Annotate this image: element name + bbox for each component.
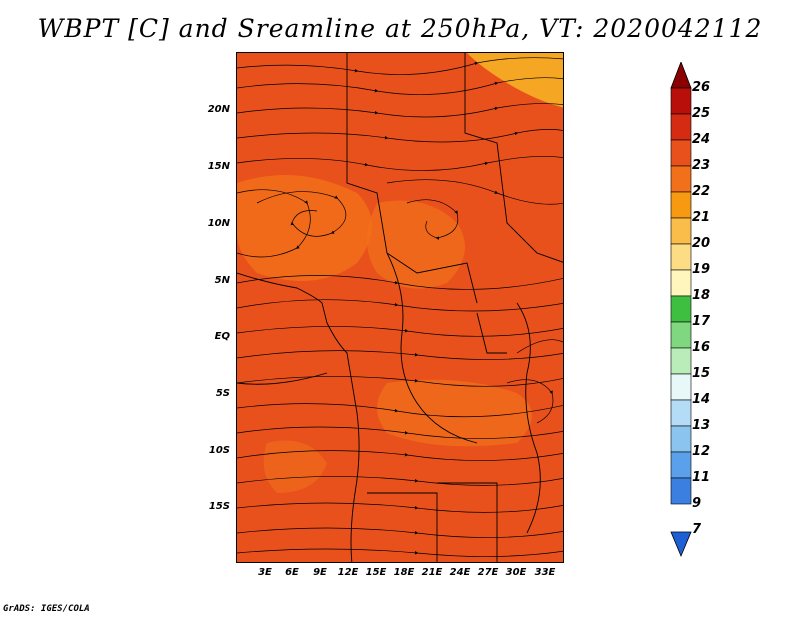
colorbar-swatch <box>670 269 692 297</box>
colorbar-label: 7 <box>692 522 702 537</box>
colorbar-label: 26 <box>692 80 711 95</box>
colorbar-label: 15 <box>692 366 711 381</box>
colorbar-swatch <box>670 113 692 141</box>
colorbar-swatch <box>670 373 692 401</box>
colorbar <box>670 60 692 562</box>
colorbar-swatches <box>670 60 692 558</box>
lon-label: 33E <box>534 567 556 578</box>
colorbar-label: 25 <box>692 106 711 121</box>
lon-label: 9E <box>313 567 327 578</box>
colorbar-min-arrow <box>670 531 692 558</box>
lon-label: 30E <box>505 567 527 578</box>
lon-label: 15E <box>365 567 387 578</box>
colorbar-swatch <box>670 399 692 427</box>
colorbar-swatch <box>670 191 692 219</box>
lat-label: 5S <box>215 388 230 399</box>
colorbar-label: 18 <box>692 288 711 303</box>
colorbar-swatch <box>670 451 692 479</box>
colorbar-label: 14 <box>692 392 711 407</box>
lat-label: EQ <box>214 331 230 342</box>
colorbar-label: 23 <box>692 158 711 173</box>
colorbar-label: 22 <box>692 184 711 199</box>
grads-credit: GrADS: IGES/COLA <box>3 604 90 614</box>
colorbar-max-arrow <box>670 60 692 89</box>
colorbar-swatch <box>670 321 692 349</box>
colorbar-swatch <box>670 477 692 505</box>
map-title: WBPT [C] and Sreamline at 250hPa, VT: 20… <box>37 14 763 43</box>
colorbar-swatch <box>670 165 692 193</box>
lon-label: 21E <box>421 567 443 578</box>
colorbar-label: 20 <box>692 236 711 251</box>
colorbar-label: 17 <box>692 314 711 329</box>
shading-patch-sw <box>263 440 327 493</box>
map-panel <box>236 52 564 563</box>
lat-label: 15S <box>208 501 230 512</box>
lon-label: 24E <box>449 567 471 578</box>
colorbar-label: 13 <box>692 418 711 433</box>
shading-patch-south <box>377 379 532 447</box>
lat-label: 20N <box>207 104 230 115</box>
country-borders <box>237 53 563 562</box>
colorbar-label: 11 <box>692 470 711 485</box>
lon-label: 27E <box>477 567 499 578</box>
colorbar-swatch <box>670 243 692 271</box>
lat-label: 10N <box>207 218 230 229</box>
lat-label: 10S <box>208 445 230 456</box>
colorbar-label: 16 <box>692 340 711 355</box>
shading-patch-nw <box>237 175 372 281</box>
lon-label: 12E <box>337 567 359 578</box>
lon-label: 3E <box>258 567 272 578</box>
lon-label: 18E <box>393 567 415 578</box>
colorbar-label: 12 <box>692 444 711 459</box>
colorbar-label: 19 <box>692 262 711 277</box>
colorbar-swatch <box>670 87 692 115</box>
streamline-map <box>237 53 563 562</box>
colorbar-swatch <box>670 139 692 167</box>
lat-label: 5N <box>214 275 230 286</box>
colorbar-swatch <box>670 295 692 323</box>
streamlines <box>237 57 563 557</box>
lat-label: 15N <box>207 161 230 172</box>
colorbar-swatch <box>670 347 692 375</box>
colorbar-label: 24 <box>692 132 711 147</box>
colorbar-swatch <box>670 217 692 245</box>
colorbar-label: 21 <box>692 210 711 225</box>
colorbar-swatch <box>670 425 692 453</box>
lon-label: 6E <box>285 567 299 578</box>
colorbar-label: 9 <box>692 496 702 511</box>
